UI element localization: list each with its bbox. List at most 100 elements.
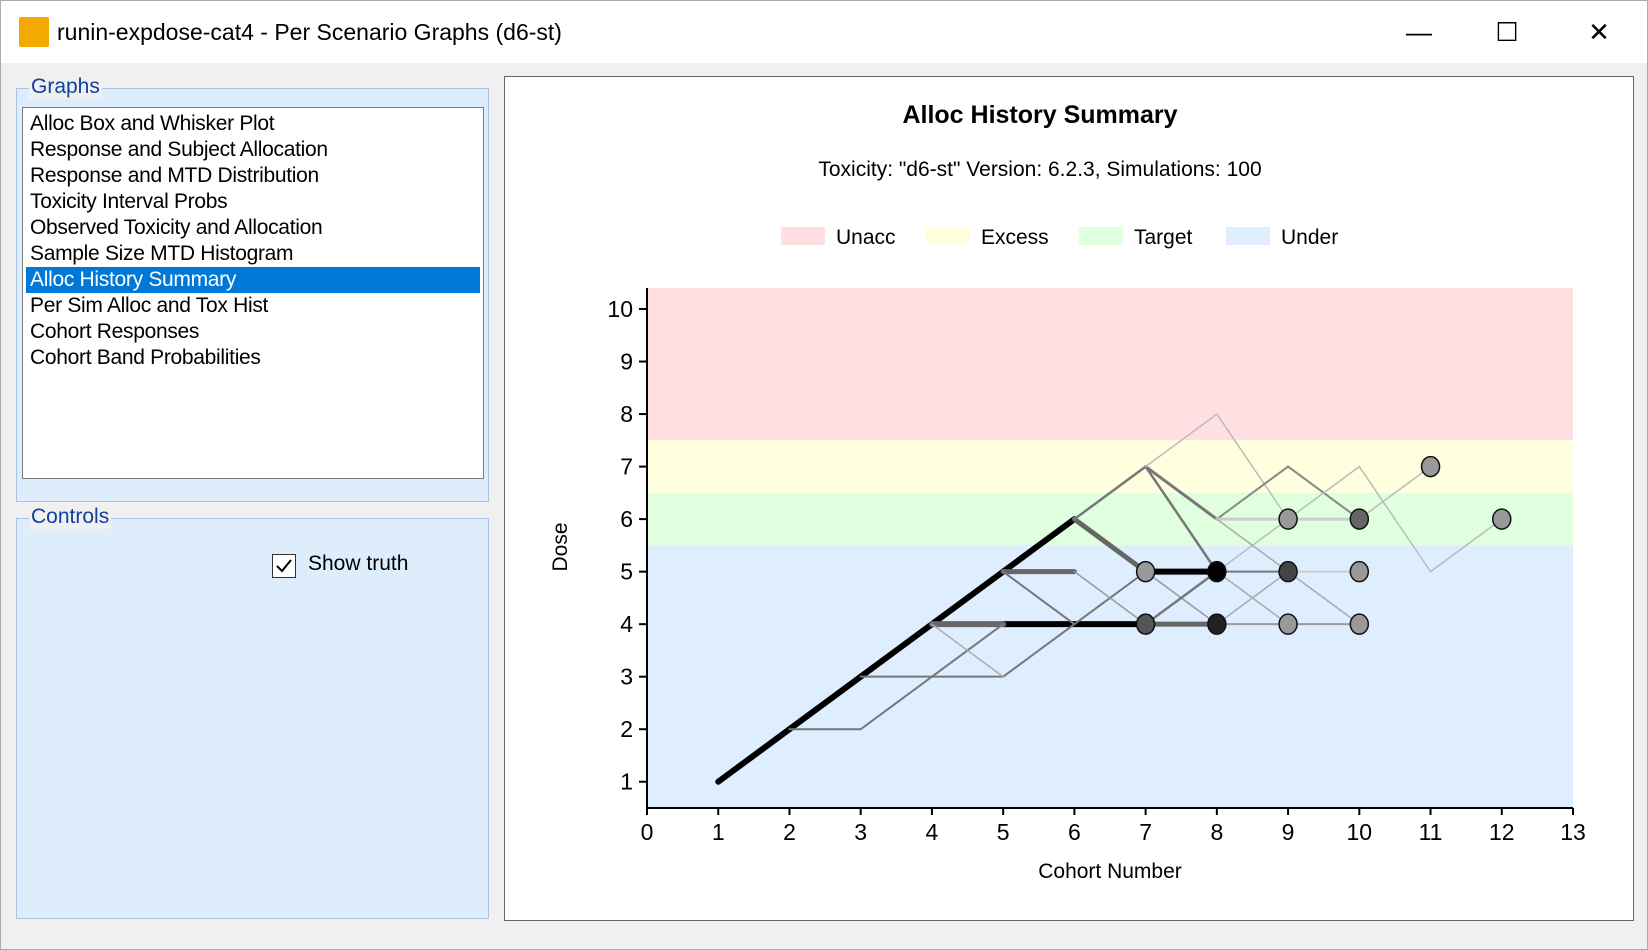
y-tick-label: 4	[620, 611, 633, 637]
alloc-path-segment	[1216, 413, 1289, 520]
x-tick-label: 7	[1139, 819, 1152, 845]
y-tick-label: 6	[620, 506, 633, 532]
graphs-listbox[interactable]: Alloc Box and Whisker Plot Response and S…	[22, 107, 484, 479]
x-tick-label: 9	[1282, 819, 1295, 845]
y-tick-label: 10	[607, 296, 633, 322]
alloc-path-segment	[1073, 570, 1147, 625]
checkmark-icon	[276, 559, 292, 573]
y-tick-label: 3	[620, 664, 633, 690]
x-tick-label: 5	[997, 819, 1010, 845]
legend-label: Excess	[981, 226, 1049, 249]
alloc-point	[1420, 455, 1441, 478]
graph-list-item[interactable]: Response and Subject Allocation	[30, 138, 328, 161]
alloc-point	[1349, 560, 1370, 583]
x-tick-label: 10	[1347, 819, 1373, 845]
x-tick-label: 8	[1210, 819, 1223, 845]
legend-swatch	[1079, 227, 1123, 245]
x-tick-label: 6	[1068, 819, 1081, 845]
alloc-path-segment	[1002, 570, 1076, 626]
alloc-point	[1278, 560, 1298, 583]
x-tick-label: 12	[1489, 819, 1515, 845]
alloc-point	[1135, 613, 1156, 635]
alloc-path-segment	[1358, 465, 1432, 573]
x-tick-label: 13	[1560, 819, 1586, 845]
controls-group-label: Controls	[29, 505, 112, 529]
window-title: runin-expdose-cat4 - Per Scenario Graphs…	[57, 19, 562, 45]
chart-panel: Alloc History Summary Toxicity: "d6-st" V…	[504, 76, 1634, 921]
alloc-path-segment	[1216, 518, 1289, 573]
graph-list-item[interactable]: Observed Toxicity and Allocation	[30, 216, 323, 239]
graph-list-item[interactable]: Cohort Band Probabilities	[30, 346, 261, 369]
legend-swatch	[781, 227, 825, 245]
graph-list-item[interactable]: Response and MTD Distribution	[30, 164, 319, 187]
maximize-button[interactable]: ☐	[1495, 16, 1519, 47]
alloc-point	[1349, 613, 1370, 635]
chart-subtitle: Toxicity: "d6-st" Version: 6.2.3, Simula…	[818, 158, 1261, 181]
app-icon	[19, 17, 49, 47]
alloc-path-segment	[715, 726, 793, 785]
alloc-point	[1207, 613, 1227, 635]
legend-label: Target	[1134, 226, 1193, 249]
minimize-button[interactable]: —	[1406, 16, 1432, 47]
alloc-path-segment	[1144, 465, 1219, 521]
alloc-path-segment	[1144, 570, 1219, 626]
band-target	[647, 492, 1573, 546]
y-tick-label: 5	[620, 559, 633, 585]
alloc-path-segment	[1000, 516, 1078, 575]
y-tick-label: 1	[620, 769, 633, 795]
x-tick-label: 3	[854, 819, 867, 845]
alloc-path-segment	[1215, 465, 1290, 521]
x-tick-label: 4	[926, 819, 939, 845]
alloc-path-segment	[786, 673, 864, 733]
legend-label: Unacc	[836, 226, 896, 249]
y-tick-label: 2	[620, 716, 633, 742]
alloc-path-segment	[931, 623, 1004, 678]
alloc-path-segment	[1216, 570, 1289, 625]
alloc-point	[1135, 560, 1156, 583]
alloc-point	[1349, 508, 1370, 530]
alloc-path-segment	[1144, 413, 1218, 468]
graph-list-item[interactable]: Sample Size MTD Histogram	[30, 242, 294, 265]
y-tick-label: 8	[620, 401, 633, 427]
legend-swatch	[926, 227, 970, 245]
show-truth-checkbox[interactable]	[272, 554, 296, 578]
legend-label: Under	[1281, 226, 1338, 249]
alloc-path-segment	[1073, 465, 1147, 521]
graph-list-item[interactable]: Alloc Box and Whisker Plot	[30, 112, 275, 135]
x-tick-label: 1	[712, 819, 725, 845]
graph-list-item[interactable]: Cohort Responses	[30, 320, 200, 343]
alloc-path-segment	[1358, 465, 1432, 520]
close-button[interactable]: ✕	[1588, 16, 1610, 47]
alloc-path-segment	[1144, 465, 1219, 573]
graphs-group-label: Graphs	[29, 75, 102, 99]
title-bar: runin-expdose-cat4 - Per Scenario Graphs…	[1, 1, 1647, 63]
x-tick-label: 0	[641, 819, 654, 845]
y-tick-label: 9	[620, 349, 633, 375]
alloc-path-segment	[1002, 623, 1076, 678]
alloc-point	[1492, 508, 1512, 530]
alloc-path-segment	[859, 675, 933, 731]
band-excess	[647, 440, 1573, 493]
y-axis-label: Dose	[549, 522, 572, 571]
chart-title: Alloc History Summary	[902, 101, 1177, 129]
alloc-path-segment	[928, 568, 1007, 628]
graph-list-item[interactable]: Toxicity Interval Probs	[30, 190, 228, 213]
y-tick-label: 7	[620, 454, 633, 480]
graph-list-item[interactable]: Alloc History Summary	[26, 267, 480, 293]
alloc-path-segment	[1287, 570, 1361, 625]
alloc-path-segment	[857, 621, 935, 680]
alloc-history-chart: Alloc History Summary Toxicity: "d6-st" V…	[549, 101, 1586, 883]
x-tick-label: 2	[783, 819, 796, 845]
alloc-point	[1207, 560, 1227, 583]
x-axis-label: Cohort Number	[1038, 860, 1182, 883]
controls-group: Controls	[16, 505, 489, 919]
graph-list-item[interactable]: Per Sim Alloc and Tox Hist	[30, 294, 269, 317]
alloc-path-segment	[1071, 516, 1149, 575]
alloc-point	[1278, 508, 1298, 530]
band-unacc	[647, 288, 1573, 441]
show-truth-label: Show truth	[308, 552, 409, 575]
legend-swatch	[1226, 227, 1270, 245]
alloc-path-segment	[1429, 518, 1503, 573]
x-tick-label: 11	[1419, 819, 1443, 845]
